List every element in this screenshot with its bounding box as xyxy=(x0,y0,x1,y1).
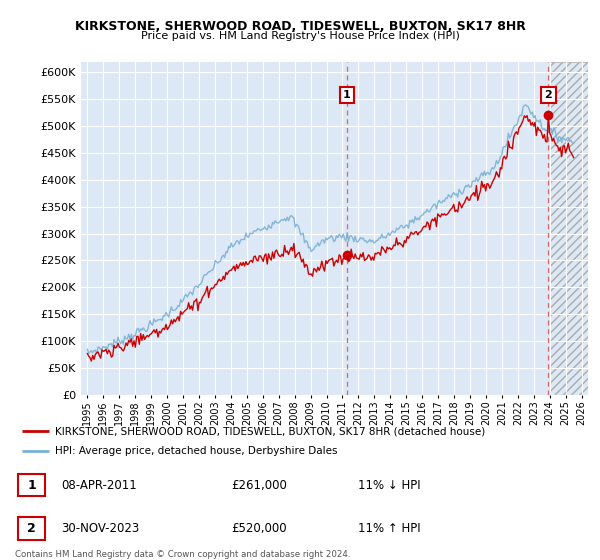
Text: 1: 1 xyxy=(343,90,350,100)
Text: 1: 1 xyxy=(27,479,36,492)
FancyBboxPatch shape xyxy=(18,474,46,497)
FancyBboxPatch shape xyxy=(18,517,46,539)
Text: 08-APR-2011: 08-APR-2011 xyxy=(61,479,137,492)
Text: HPI: Average price, detached house, Derbyshire Dales: HPI: Average price, detached house, Derb… xyxy=(55,446,338,456)
Text: 30-NOV-2023: 30-NOV-2023 xyxy=(61,521,139,535)
Text: KIRKSTONE, SHERWOOD ROAD, TIDESWELL, BUXTON, SK17 8HR (detached house): KIRKSTONE, SHERWOOD ROAD, TIDESWELL, BUX… xyxy=(55,426,485,436)
Text: £261,000: £261,000 xyxy=(231,479,287,492)
Bar xyxy=(550,62,588,395)
Text: 2: 2 xyxy=(545,90,553,100)
Text: 11% ↓ HPI: 11% ↓ HPI xyxy=(358,479,420,492)
Text: 2: 2 xyxy=(27,521,36,535)
Text: 11% ↑ HPI: 11% ↑ HPI xyxy=(358,521,420,535)
Text: KIRKSTONE, SHERWOOD ROAD, TIDESWELL, BUXTON, SK17 8HR: KIRKSTONE, SHERWOOD ROAD, TIDESWELL, BUX… xyxy=(74,20,526,32)
Text: £520,000: £520,000 xyxy=(231,521,287,535)
Text: Contains HM Land Registry data © Crown copyright and database right 2024.
This d: Contains HM Land Registry data © Crown c… xyxy=(15,550,350,560)
Text: Price paid vs. HM Land Registry's House Price Index (HPI): Price paid vs. HM Land Registry's House … xyxy=(140,31,460,41)
Bar xyxy=(550,62,588,395)
